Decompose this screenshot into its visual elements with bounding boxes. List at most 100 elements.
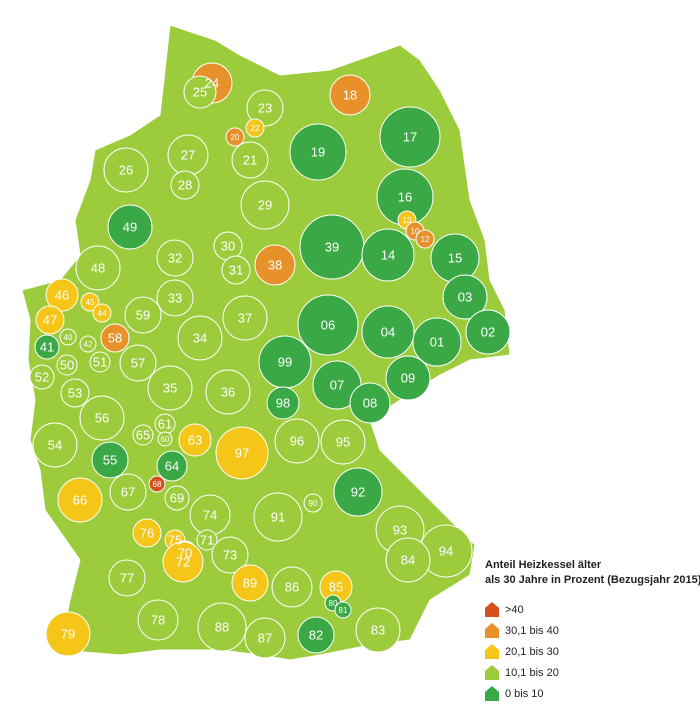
region [266, 386, 300, 420]
region [56, 354, 78, 376]
region-label: 82 [309, 627, 323, 642]
region-label: 72 [176, 554, 190, 569]
region [361, 305, 415, 359]
region-label: 55 [103, 452, 117, 467]
region [79, 395, 125, 441]
region [45, 278, 79, 312]
region-label: 39 [325, 239, 339, 254]
region [379, 106, 441, 168]
legend-label: 10,1 bis 20 [505, 667, 559, 679]
region-label: 97 [235, 445, 249, 460]
region-label: 94 [439, 543, 453, 558]
region-label: 90 [309, 499, 318, 508]
region-label: 89 [243, 575, 257, 590]
region-label: 64 [165, 458, 179, 473]
region-label: 12 [421, 235, 430, 244]
region-label: 13 [403, 216, 412, 225]
region [91, 441, 129, 479]
region-label: 88 [215, 619, 229, 634]
region [196, 529, 218, 551]
region [385, 537, 431, 583]
region-label: 44 [98, 309, 107, 318]
region-label: 65 [136, 427, 150, 442]
region [205, 369, 251, 415]
region-label: 29 [258, 197, 272, 212]
region-label: 68 [153, 480, 162, 489]
region-label: 40 [64, 333, 73, 342]
region-label: 60 [161, 435, 170, 444]
region-label: 91 [271, 509, 285, 524]
legend-title: Anteil Heizkessel älter [485, 559, 602, 571]
region [197, 602, 247, 652]
region [297, 616, 335, 654]
region [361, 228, 415, 282]
region-label: 47 [43, 312, 57, 327]
region-label: 18 [343, 87, 357, 102]
legend-swatch [485, 602, 499, 617]
region-label: 52 [35, 369, 49, 384]
region [156, 450, 188, 482]
region [45, 611, 91, 657]
region-label: 85 [329, 579, 343, 594]
region-label: 48 [91, 260, 105, 275]
region [222, 295, 268, 341]
region [32, 422, 78, 468]
region-label: 19 [311, 144, 325, 159]
region-label: 28 [178, 177, 192, 192]
region [80, 292, 100, 312]
region-label: 01 [430, 334, 444, 349]
region [415, 229, 435, 249]
region [221, 255, 251, 285]
region-label: 21 [243, 152, 257, 167]
region-label: 95 [336, 434, 350, 449]
region-label: 66 [73, 492, 87, 507]
region [231, 141, 269, 179]
region [132, 424, 154, 446]
region [320, 419, 366, 465]
region-label: 73 [223, 547, 237, 562]
legend-label: 20,1 bis 30 [505, 646, 559, 658]
region [164, 485, 190, 511]
region [132, 518, 162, 548]
region-label: 56 [95, 410, 109, 425]
region-label: 49 [123, 219, 137, 234]
region-label: 86 [285, 579, 299, 594]
region [225, 127, 245, 147]
region [148, 475, 166, 493]
legend-swatch [485, 686, 499, 701]
region [34, 334, 60, 360]
region-label: 67 [121, 484, 135, 499]
region [156, 239, 194, 277]
region-label: 41 [40, 339, 54, 354]
region [334, 601, 352, 619]
region-label: 76 [140, 525, 154, 540]
region [297, 294, 359, 356]
region-label: 59 [136, 307, 150, 322]
region-label: 87 [258, 630, 272, 645]
region [349, 382, 391, 424]
region [162, 541, 204, 583]
region [465, 309, 511, 355]
region [244, 617, 286, 659]
region [246, 89, 284, 127]
region [329, 74, 371, 116]
region-label: 53 [68, 385, 82, 400]
region-label: 92 [351, 484, 365, 499]
region [157, 431, 173, 447]
region-label: 20 [231, 133, 240, 142]
region-label: 74 [203, 507, 217, 522]
region [442, 274, 488, 320]
region-label: 57 [131, 355, 145, 370]
region [100, 323, 130, 353]
region-label: 06 [321, 317, 335, 332]
region-label: 03 [458, 289, 472, 304]
region [119, 344, 157, 382]
region-label: 27 [181, 147, 195, 162]
region-label: 50 [60, 357, 74, 372]
region [103, 147, 149, 193]
region-label: 99 [278, 354, 292, 369]
region [245, 118, 265, 138]
region [137, 599, 179, 641]
